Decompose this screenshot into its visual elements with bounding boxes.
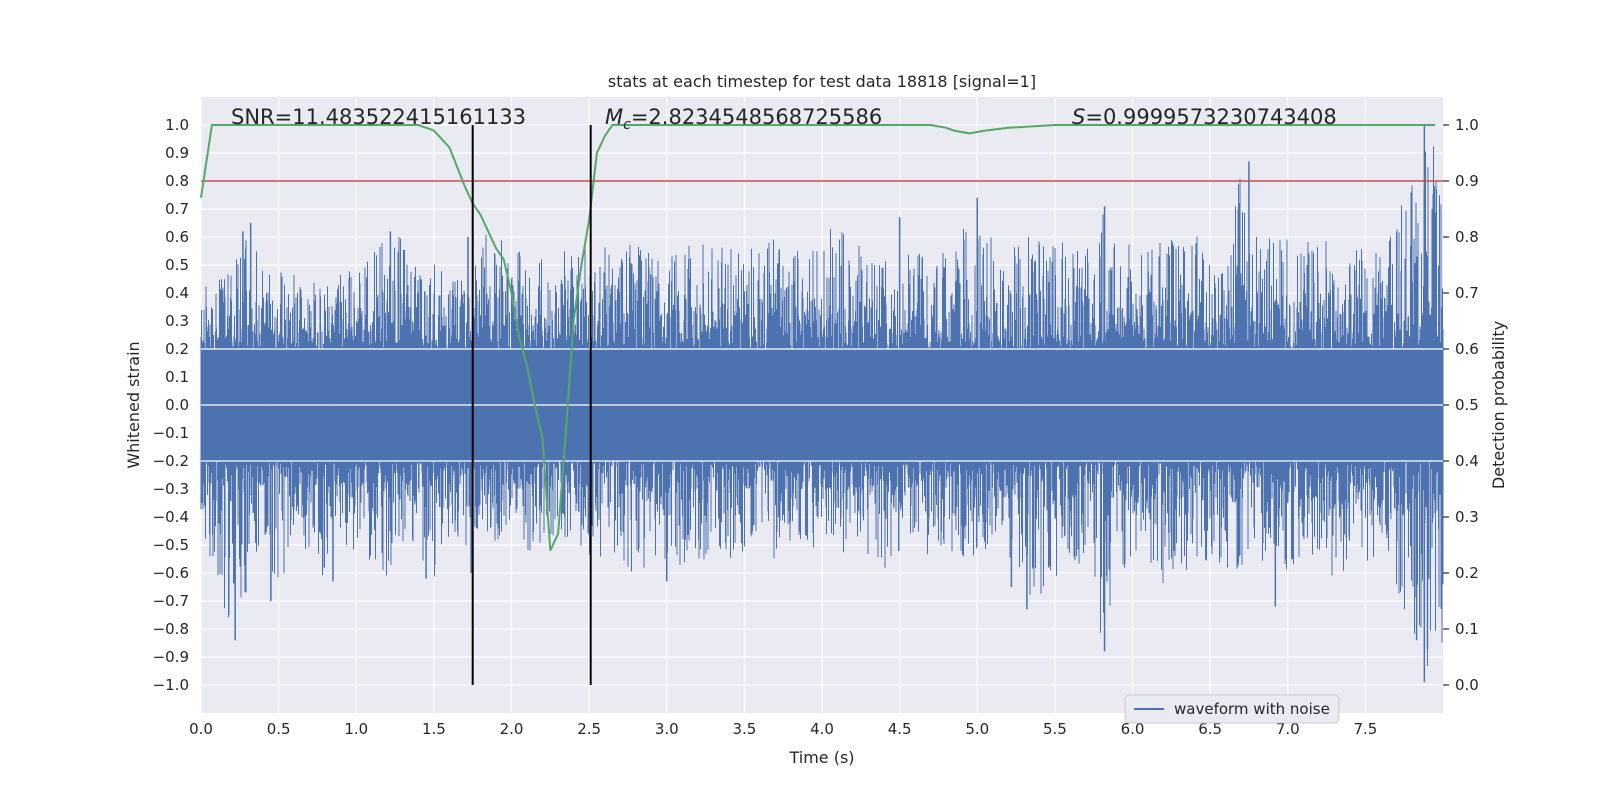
- x-tick-label: 3.0: [655, 720, 679, 738]
- y-tick-label: 0.6: [165, 228, 189, 246]
- snr-annotation: SNR=11.483522415161133: [231, 105, 526, 129]
- y-right-tick-label: 0.1: [1455, 620, 1479, 638]
- x-tick-label: 0.5: [267, 720, 291, 738]
- chirp-mass-annotation: Mc=2.8234548568725586: [605, 105, 882, 133]
- x-tick-label: 2.5: [577, 720, 601, 738]
- y-tick-label: −0.5: [153, 536, 189, 554]
- y-tick-label: 0.0: [165, 396, 189, 414]
- s-symbol: S: [1072, 105, 1085, 129]
- y-right-tick-label: 0.6: [1455, 340, 1479, 358]
- y-tick-label: 0.1: [165, 368, 189, 386]
- x-tick-label: 1.0: [344, 720, 368, 738]
- chirp-mass-value: =2.8234548568725586: [631, 105, 882, 129]
- chirp-mass-symbol: M: [605, 105, 623, 129]
- detection-probability-line: [200, 124, 1436, 552]
- y-tick-label: 0.2: [165, 340, 189, 358]
- chart-title: stats at each timestep for test data 188…: [608, 72, 1036, 91]
- x-tick-label: 4.0: [810, 720, 834, 738]
- s-annotation: S=0.9999573230743408: [1072, 105, 1337, 129]
- y-tick-label: 1.0: [165, 116, 189, 134]
- legend: waveform with noise: [1124, 694, 1340, 724]
- y-right-tick-label: 0.8: [1455, 228, 1479, 246]
- x-tick-label: 7.5: [1353, 720, 1377, 738]
- x-axis-label: Time (s): [788, 748, 854, 767]
- y-right-tick-label: 0.4: [1455, 452, 1479, 470]
- legend-box: [1124, 694, 1340, 724]
- x-tick-label: 7.0: [1276, 720, 1300, 738]
- y-tick-label: 0.5: [165, 256, 189, 274]
- y-tick-label: 0.4: [165, 284, 189, 302]
- y-right-tick-label: 0.0: [1455, 676, 1479, 694]
- y-tick-label: 0.3: [165, 312, 189, 330]
- y-tick-label: −1.0: [153, 676, 189, 694]
- s-value: =0.9999573230743408: [1085, 105, 1336, 129]
- x-tick-label: 2.0: [500, 720, 524, 738]
- y-tick-label: −0.4: [153, 508, 189, 526]
- y-tick-label: −0.8: [153, 620, 189, 638]
- y-right-tick-label: 0.9: [1455, 172, 1479, 190]
- y-tick-label: −0.9: [153, 648, 189, 666]
- tick-labels: 0.0 0.5 1.0 1.5 2.0 2.5 3.0 3.5 4.0 4.5 5.0 5.5 6.0 6…: [153, 116, 1479, 738]
- y-right-tick-label: 0.5: [1455, 396, 1479, 414]
- y-right-tick-label: 0.7: [1455, 284, 1479, 302]
- x-tick-label: 1.5: [422, 720, 446, 738]
- x-tick-label: 0.0: [189, 720, 213, 738]
- y-tick-label: 0.7: [165, 200, 189, 218]
- vertical-markers: [471, 125, 592, 685]
- x-tick-label: 6.0: [1121, 720, 1145, 738]
- chirp-mass-subscript: c: [623, 117, 631, 133]
- y-tick-label: −0.2: [153, 452, 189, 470]
- y-right-tick-label: 0.3: [1455, 508, 1479, 526]
- y-tick-label: 0.9: [165, 144, 189, 162]
- series-waveform: [200, 125, 1444, 683]
- x-tick-label: 5.0: [965, 720, 989, 738]
- y-tick-label: −0.1: [153, 424, 189, 442]
- y-tick-label: −0.7: [153, 592, 189, 610]
- x-tick-label: 5.5: [1043, 720, 1067, 738]
- y-tick-label: −0.6: [153, 564, 189, 582]
- x-tick-label: 3.5: [732, 720, 756, 738]
- right-axis-layer: [200, 124, 1443, 552]
- y-right-tick-label: 0.2: [1455, 564, 1479, 582]
- y-tick-label: −0.3: [153, 480, 189, 498]
- x-tick-label: 4.5: [888, 720, 912, 738]
- x-tick-label: 6.5: [1198, 720, 1222, 738]
- y-tick-label: 0.8: [165, 172, 189, 190]
- legend-label-waveform: waveform with noise: [1174, 700, 1330, 718]
- y-right-tick-label: 1.0: [1455, 116, 1479, 134]
- y-axis-right-label: Detection probability: [1489, 321, 1508, 489]
- y-axis-label: Whitened strain: [124, 341, 143, 468]
